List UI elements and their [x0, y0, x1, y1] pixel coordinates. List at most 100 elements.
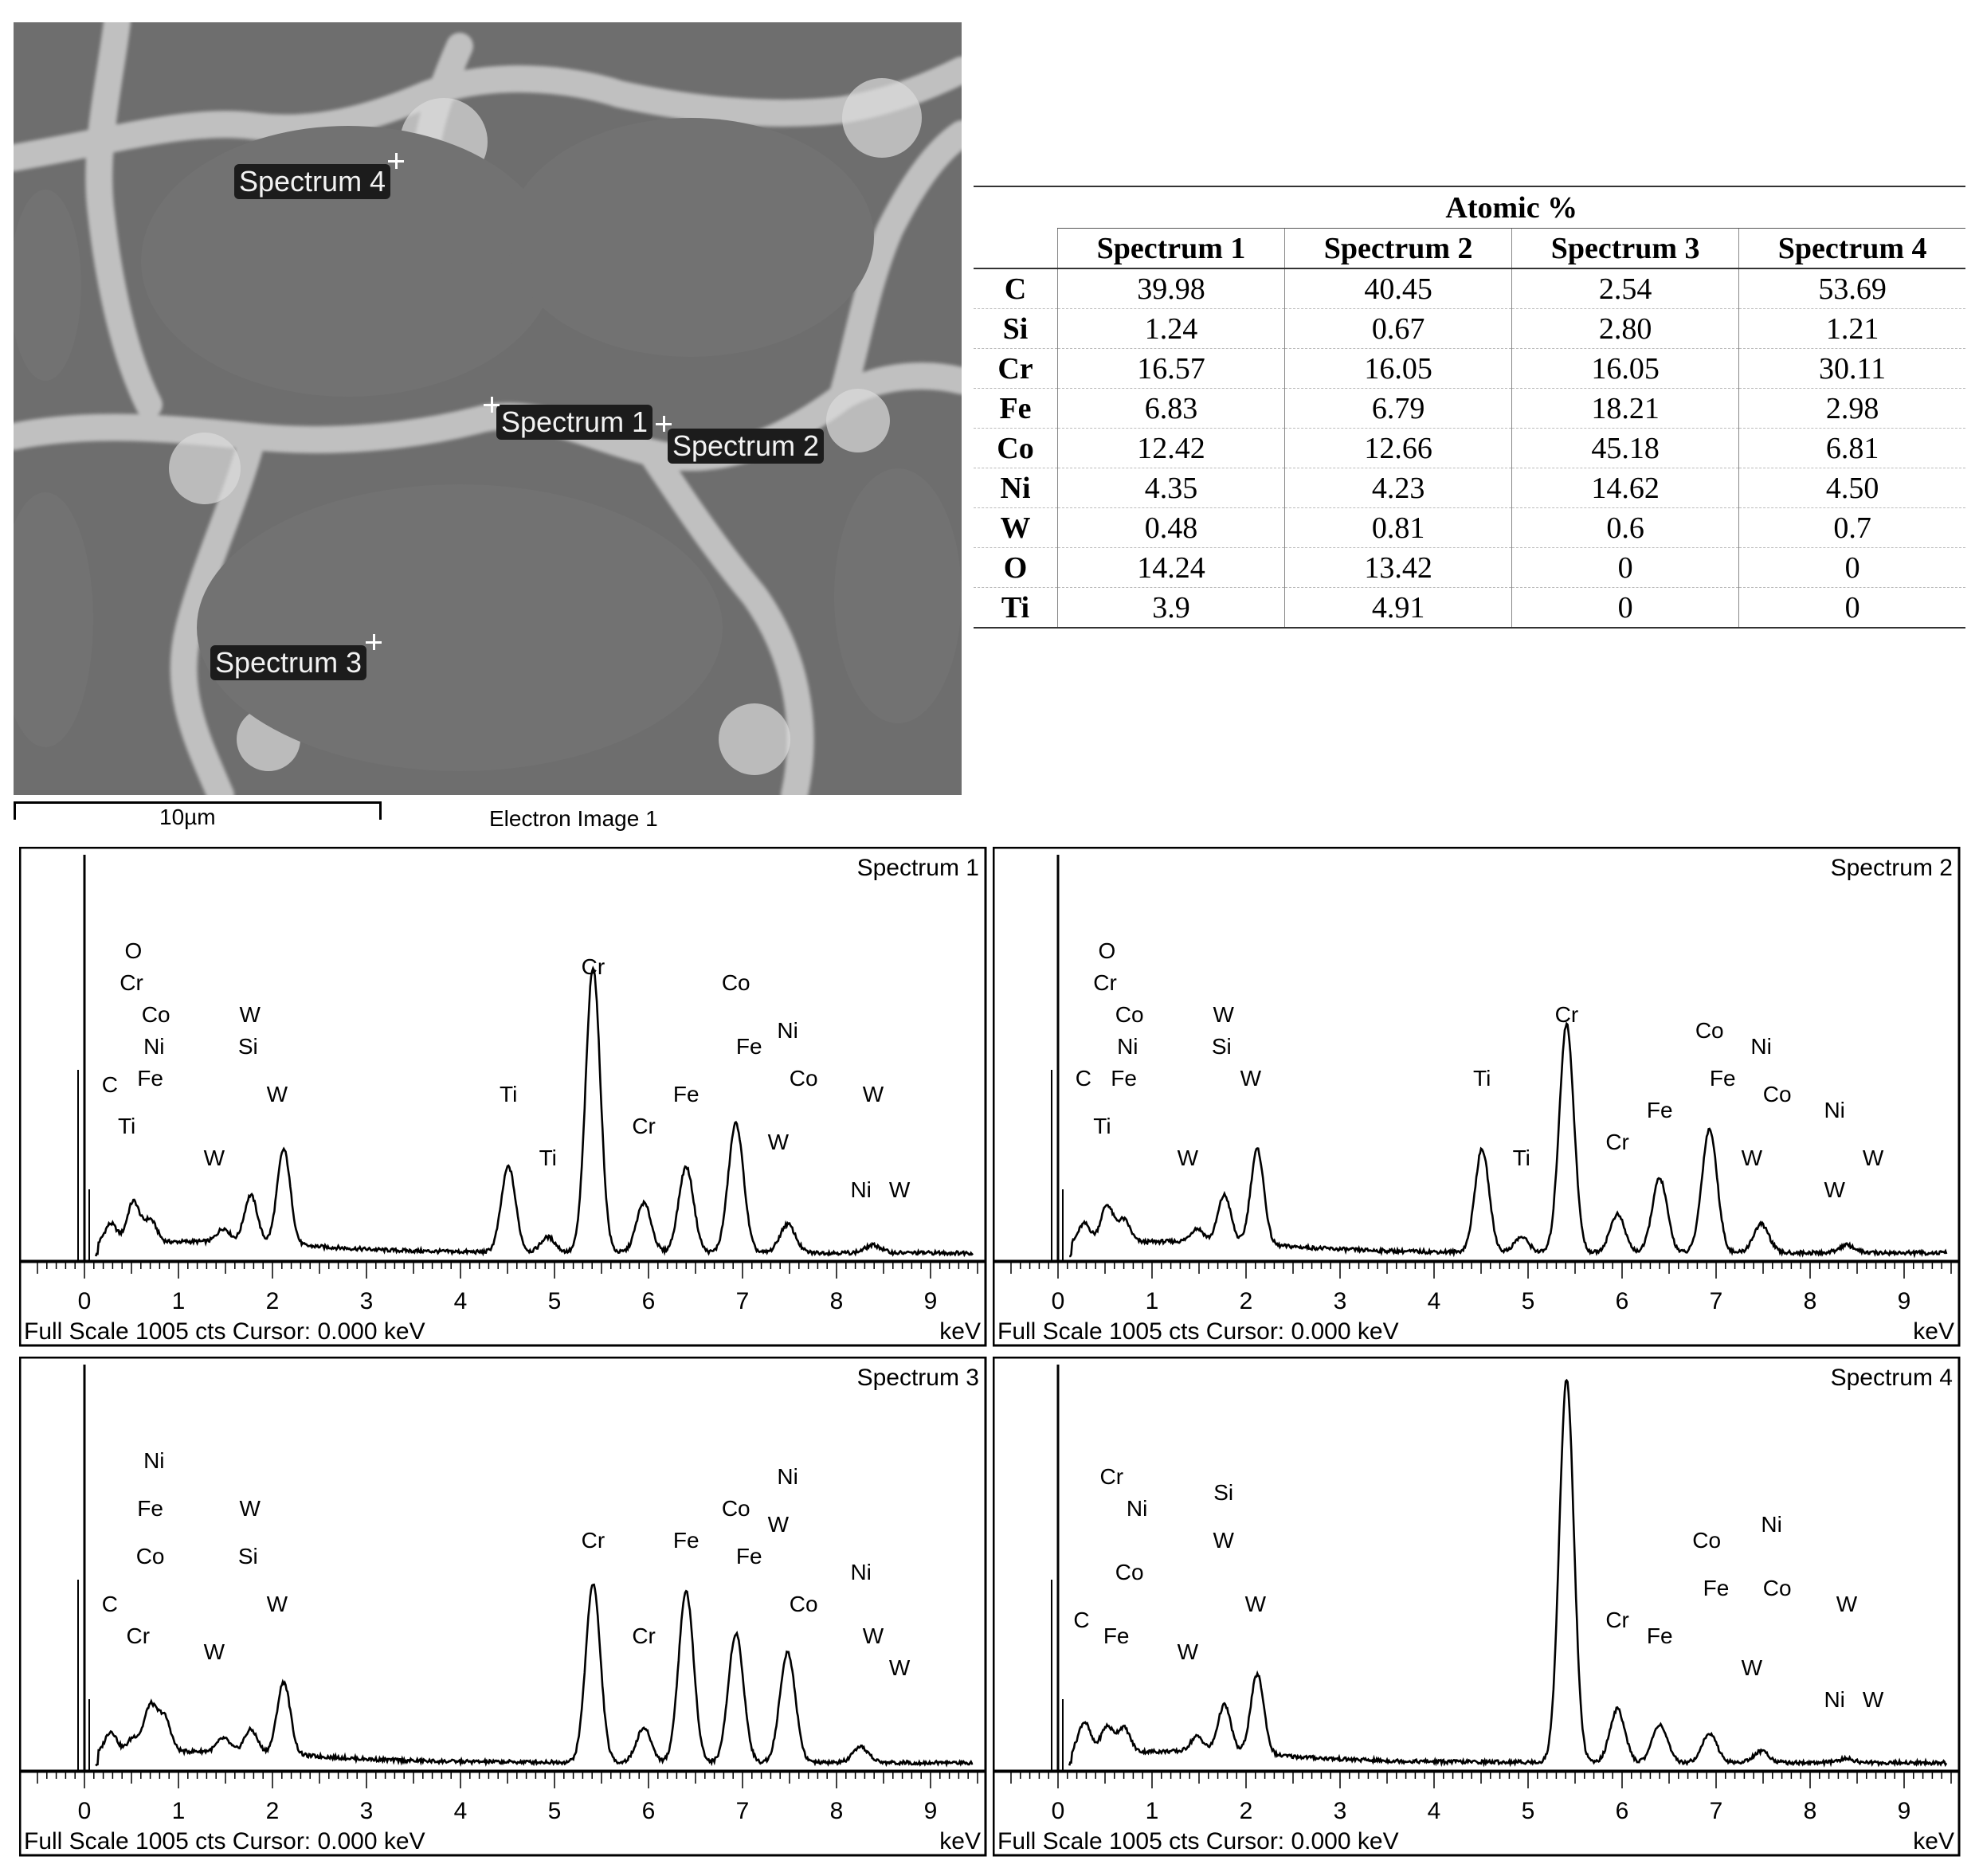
peak-annotation-label: W	[267, 1082, 288, 1106]
x-tick-label: 3	[1334, 1798, 1347, 1824]
element-label: O	[974, 547, 1058, 588]
peak-annotation-label: Co	[142, 1002, 170, 1027]
table-cell: 14.24	[1056, 547, 1285, 588]
peak-annotation-label: Fe	[1647, 1623, 1673, 1648]
x-tick-label: 8	[1804, 1798, 1817, 1824]
peak-annotation-label: W	[1178, 1639, 1199, 1664]
peak-annotation-label: Ni	[143, 1034, 164, 1059]
table-cell: 0.7	[1738, 507, 1965, 548]
x-tick-label: 2	[1240, 1288, 1253, 1314]
peak-annotation-label: Co	[1115, 1002, 1144, 1027]
spectrum-trace	[1068, 1378, 1948, 1768]
element-label: W	[974, 507, 1058, 548]
table-cell: 1.24	[1056, 308, 1285, 349]
peak-annotation-label: W	[1213, 1002, 1234, 1027]
table-cell: 0.67	[1284, 308, 1512, 349]
peak-annotation-label: W	[1824, 1177, 1845, 1202]
spectrum-title: Spectrum 4	[1831, 1365, 1953, 1391]
x-tick-label: 8	[830, 1288, 844, 1314]
peak-annotation-label: Co	[790, 1592, 818, 1616]
x-tick-label: 5	[548, 1798, 562, 1824]
peak-annotation-label: Co	[790, 1066, 818, 1091]
peak-annotation-label: Ni	[777, 1018, 797, 1043]
x-tick-label: 8	[830, 1798, 844, 1824]
x-tick-label: 2	[266, 1288, 280, 1314]
x-tick-label: 4	[454, 1288, 468, 1314]
eds-spectrum-chart: 0 1 2 3 4 5 6 7 8 9 Spectrum 1 Full Scale 1005 cts …	[19, 847, 987, 1347]
table-header-atomic: Atomic %	[1057, 186, 1965, 229]
peak-annotation-label: O	[1098, 938, 1115, 963]
x-tick-label: 1	[172, 1288, 186, 1314]
peak-annotation-label: Co	[1763, 1576, 1792, 1600]
peak-annotation-label: W	[1742, 1146, 1763, 1170]
table-cell: 13.42	[1284, 547, 1512, 588]
peak-annotation-label: Ni	[143, 1448, 164, 1473]
peak-annotation-label: Cr	[582, 1528, 605, 1553]
table-cell: 2.98	[1738, 388, 1965, 429]
spectrum-title: Spectrum 2	[1831, 855, 1953, 881]
element-label: Ti	[974, 587, 1058, 629]
x-tick-label: 5	[1522, 1798, 1535, 1824]
spectrum-footer: Full Scale 1005 cts Cursor: 0.000 keV	[997, 1828, 1399, 1854]
table-cell: 4.91	[1284, 587, 1512, 629]
plot-frame	[19, 847, 987, 1263]
x-tick-label: 7	[736, 1288, 750, 1314]
table-row: O 14.24 13.42 0 0	[974, 547, 1965, 588]
peak-annotation-label: Fe	[1111, 1066, 1137, 1091]
spectrum-4-marker-label: Spectrum 4	[234, 164, 391, 199]
peak-annotation-label: Ti	[118, 1114, 135, 1138]
x-tick-label: 4	[454, 1798, 468, 1824]
peak-annotation-label: Cr	[126, 1623, 150, 1648]
peak-annotation-label: W	[1240, 1066, 1262, 1091]
x-tick-label: 2	[1240, 1798, 1253, 1824]
x-tick-label: 3	[360, 1288, 374, 1314]
table-cell: 16.57	[1056, 348, 1285, 389]
table-row: Cr 16.57 16.05 16.05 30.11	[974, 348, 1965, 389]
x-tick-label: 3	[360, 1798, 374, 1824]
table-cell: 16.05	[1284, 348, 1512, 389]
table-row: Fe 6.83 6.79 18.21 2.98	[974, 388, 1965, 429]
x-tick-label: 1	[172, 1798, 186, 1824]
x-tick-label: 7	[1710, 1288, 1723, 1314]
table-cell: 3.9	[1056, 587, 1285, 629]
eds-spectrum-4-panel: 0 1 2 3 4 5 6 7 8 9 Spectrum 4 Full Scale 1005 cts …	[993, 1357, 1961, 1858]
peak-annotation-label: Si	[1212, 1034, 1232, 1059]
x-tick-label: 3	[1334, 1288, 1347, 1314]
element-label: Co	[974, 428, 1058, 468]
spectrum-footer: Full Scale 1005 cts Cursor: 0.000 keV	[24, 1318, 425, 1345]
table-cell: 0	[1511, 547, 1739, 588]
peak-annotation-label: Fe	[1710, 1066, 1736, 1091]
peak-annotation-label: W	[267, 1592, 288, 1616]
x-axis-unit-label: keV	[1913, 1828, 1954, 1854]
peak-annotation-label: Ni	[1117, 1034, 1138, 1059]
peak-annotation-label: W	[1863, 1687, 1884, 1712]
peak-annotation-label: C	[1076, 1066, 1091, 1091]
table-cell: 2.54	[1511, 268, 1739, 309]
table-cell: 2.80	[1511, 308, 1739, 349]
element-label: Fe	[974, 388, 1058, 429]
peak-annotation-label: Si	[238, 1034, 258, 1059]
peak-annotation-label: Ni	[1824, 1098, 1844, 1122]
spectrum-trace	[94, 965, 974, 1258]
peak-annotation-label: W	[1742, 1655, 1763, 1680]
table-cell: 39.98	[1056, 268, 1285, 309]
table-row: Ti 3.9 4.91 0 0	[974, 587, 1965, 629]
x-tick-label: 0	[1052, 1798, 1065, 1824]
peak-annotation-label: C	[102, 1592, 118, 1616]
electron-image-label: Electron Image 1	[489, 806, 658, 831]
peak-annotation-label: Cr	[1093, 970, 1117, 995]
peak-annotation-label: Cr	[1605, 1130, 1629, 1154]
peak-annotation-label: Fe	[736, 1034, 762, 1059]
table-col-header-spectrum-3: Spectrum 3	[1511, 228, 1739, 269]
peak-annotation-label: Fe	[1647, 1098, 1673, 1122]
peak-annotation-label: C	[1073, 1608, 1089, 1632]
peak-annotation-label: Cr	[1099, 1464, 1123, 1489]
peak-annotation-label: W	[863, 1082, 884, 1106]
table-cell: 30.11	[1738, 348, 1965, 389]
eds-spectrum-1-panel: 0 1 2 3 4 5 6 7 8 9 Spectrum 1 Full Scale 1005 cts …	[19, 847, 987, 1349]
element-label: Ni	[974, 468, 1058, 508]
x-tick-label: 2	[266, 1798, 280, 1824]
peak-annotation-label: Fe	[137, 1066, 163, 1091]
spectrum-trace	[95, 1583, 974, 1768]
